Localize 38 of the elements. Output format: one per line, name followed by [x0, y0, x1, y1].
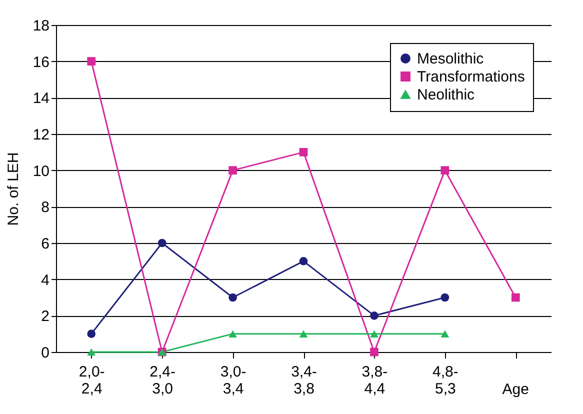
point: [158, 238, 166, 248]
x-tick-label: 3,4- 3,8: [291, 364, 317, 398]
point: [299, 256, 308, 266]
y-tick-label: 18: [32, 18, 50, 34]
y-tick-label: 6: [41, 236, 50, 252]
y-tick-label: 10: [32, 162, 50, 180]
y-tick-label: 0: [41, 344, 50, 362]
legend-label: Neolithic: [417, 86, 476, 104]
point: [440, 330, 450, 338]
point: [370, 348, 378, 356]
point: [87, 330, 96, 338]
y-tick-label: 12: [32, 126, 50, 144]
y-tick-label: 8: [41, 199, 50, 216]
y-axis-title: No. of LEH: [4, 152, 22, 226]
x-tick-label: 4,8- 5,3: [432, 364, 458, 398]
legend-label: Transformations: [417, 68, 525, 86]
x-axis-title: Age: [502, 381, 529, 398]
x-tick-label: 3,8- 4,4: [362, 364, 388, 398]
x-tick-label: 3,0- 3,4: [220, 364, 246, 398]
x-tick-label: 2,0- 2,4: [78, 364, 105, 398]
point: [370, 311, 378, 320]
point: [87, 348, 96, 356]
point: [299, 148, 308, 156]
y-tick-label: 16: [32, 54, 50, 71]
y-tick-label: 14: [32, 90, 50, 108]
point: [370, 330, 378, 338]
legend-label: Mesolithic: [417, 50, 484, 68]
point: [440, 166, 450, 175]
y-tick-label: 4: [41, 272, 50, 289]
y-tick-label: 2: [41, 308, 50, 326]
point: [87, 57, 96, 66]
point: [440, 293, 450, 302]
point: [228, 166, 237, 175]
x-tick-label: 2,4- 3,0: [150, 364, 176, 398]
point: [299, 330, 308, 338]
point: [228, 330, 237, 338]
point: [511, 293, 520, 302]
point: [228, 293, 237, 302]
